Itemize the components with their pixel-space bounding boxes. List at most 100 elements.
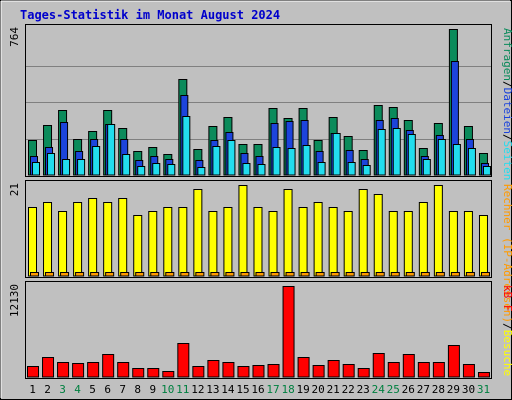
bar-kb (432, 362, 445, 378)
bar-rechner (240, 272, 250, 277)
bar-seiten (377, 129, 386, 176)
bar-seiten (437, 139, 446, 176)
bar-rechner (315, 272, 325, 277)
panel-bottom-legend: kB F (501, 285, 512, 312)
bar-besuche (373, 194, 383, 277)
bar-kb (387, 362, 400, 378)
bar-seiten (302, 145, 311, 176)
x-tick-label: 1 (29, 383, 36, 396)
bar-seiten (407, 134, 416, 176)
bar-seiten (212, 146, 221, 176)
bar-besuche (73, 202, 83, 277)
legend-entry: / (501, 81, 512, 88)
bar-besuche (283, 189, 293, 277)
bar-rechner (270, 272, 280, 277)
bar-rechner (345, 272, 355, 277)
bar-kb (297, 357, 310, 378)
bar-seiten (257, 164, 266, 176)
x-tick-label: 8 (134, 383, 141, 396)
bar-rechner (450, 272, 460, 277)
bar-besuche (103, 202, 113, 277)
bar-rechner (330, 272, 340, 277)
x-tick-label: 3 (59, 383, 66, 396)
bar-rechner (90, 272, 100, 277)
bar-besuche (463, 211, 473, 277)
bar-rechner (225, 272, 235, 277)
bar-kb (57, 362, 70, 378)
bar-seiten (227, 140, 236, 176)
bar-besuche (88, 198, 98, 277)
bar-seiten (32, 162, 40, 176)
bar-besuche (43, 202, 53, 277)
legend-entry: / (501, 323, 512, 330)
bar-kb (42, 357, 55, 378)
legend-entry: Rechner (IP-Adressen) (501, 184, 512, 323)
x-tick-label: 18 (281, 383, 294, 396)
bar-rechner (390, 272, 400, 277)
bar-besuche (388, 211, 398, 277)
legend-entry: / (501, 134, 512, 141)
bar-kb (357, 368, 370, 378)
panel-top-bars (28, 29, 491, 176)
x-tick-label: 21 (327, 383, 340, 396)
bar-rechner (465, 272, 475, 277)
x-tick-label: 13 (206, 383, 219, 396)
bar-rechner (195, 272, 205, 277)
bar-seiten (62, 159, 71, 176)
bar-seiten (347, 162, 356, 176)
bar-seiten (362, 165, 371, 176)
bar-seiten (152, 163, 161, 176)
bar-kb (312, 365, 325, 378)
bar-rechner (300, 272, 310, 277)
x-tick-label: 27 (417, 383, 430, 396)
bar-kb (177, 343, 190, 378)
x-tick-label: 17 (266, 383, 279, 396)
bar-besuche (343, 211, 353, 277)
bar-besuche (253, 207, 263, 277)
panel-top-legend: Anfragen/Dateien/Seiten (501, 28, 512, 180)
bar-besuche (358, 189, 368, 277)
bar-kb (327, 360, 340, 378)
bar-kb (477, 372, 490, 378)
bar-seiten (122, 154, 131, 176)
bar-seiten (482, 166, 491, 176)
legend-entry: Anfragen (501, 28, 512, 81)
x-tick-label: 6 (104, 383, 111, 396)
bar-besuche (448, 211, 458, 277)
bar-besuche (268, 211, 278, 277)
legend-entry: kB F (501, 285, 512, 312)
x-tick-label: 4 (74, 383, 81, 396)
bar-rechner (30, 272, 39, 277)
bar-seiten (317, 162, 326, 176)
bar-kb (222, 362, 235, 378)
bar-besuche (178, 207, 188, 277)
bar-besuche (163, 207, 173, 277)
panel-middle-legend: Rechner (IP-Adressen)/Besuche (501, 184, 512, 376)
bar-besuche (118, 198, 128, 277)
bar-seiten (77, 159, 86, 176)
bar-rechner (45, 272, 55, 277)
bar-rechner (255, 272, 265, 277)
bar-kb (402, 354, 415, 378)
bar-rechner (165, 272, 175, 277)
bar-besuche (418, 202, 428, 277)
bar-rechner (135, 272, 145, 277)
bar-seiten (392, 128, 401, 176)
bar-rechner (150, 272, 160, 277)
x-tick-label: 22 (342, 383, 355, 396)
x-tick-label: 5 (89, 383, 96, 396)
bar-besuche (208, 211, 218, 277)
bar-seiten (467, 148, 476, 176)
x-tick-label: 31 (477, 383, 490, 396)
bar-rechner (360, 272, 370, 277)
x-tick-label: 29 (447, 383, 460, 396)
x-tick-label: 26 (402, 383, 415, 396)
bar-kb (162, 371, 175, 378)
x-tick-label: 19 (296, 383, 309, 396)
bar-rechner (120, 272, 130, 277)
bar-rechner (375, 272, 385, 277)
bar-kb (372, 353, 385, 378)
bar-besuche (193, 189, 203, 277)
x-tick-label: 16 (251, 383, 264, 396)
